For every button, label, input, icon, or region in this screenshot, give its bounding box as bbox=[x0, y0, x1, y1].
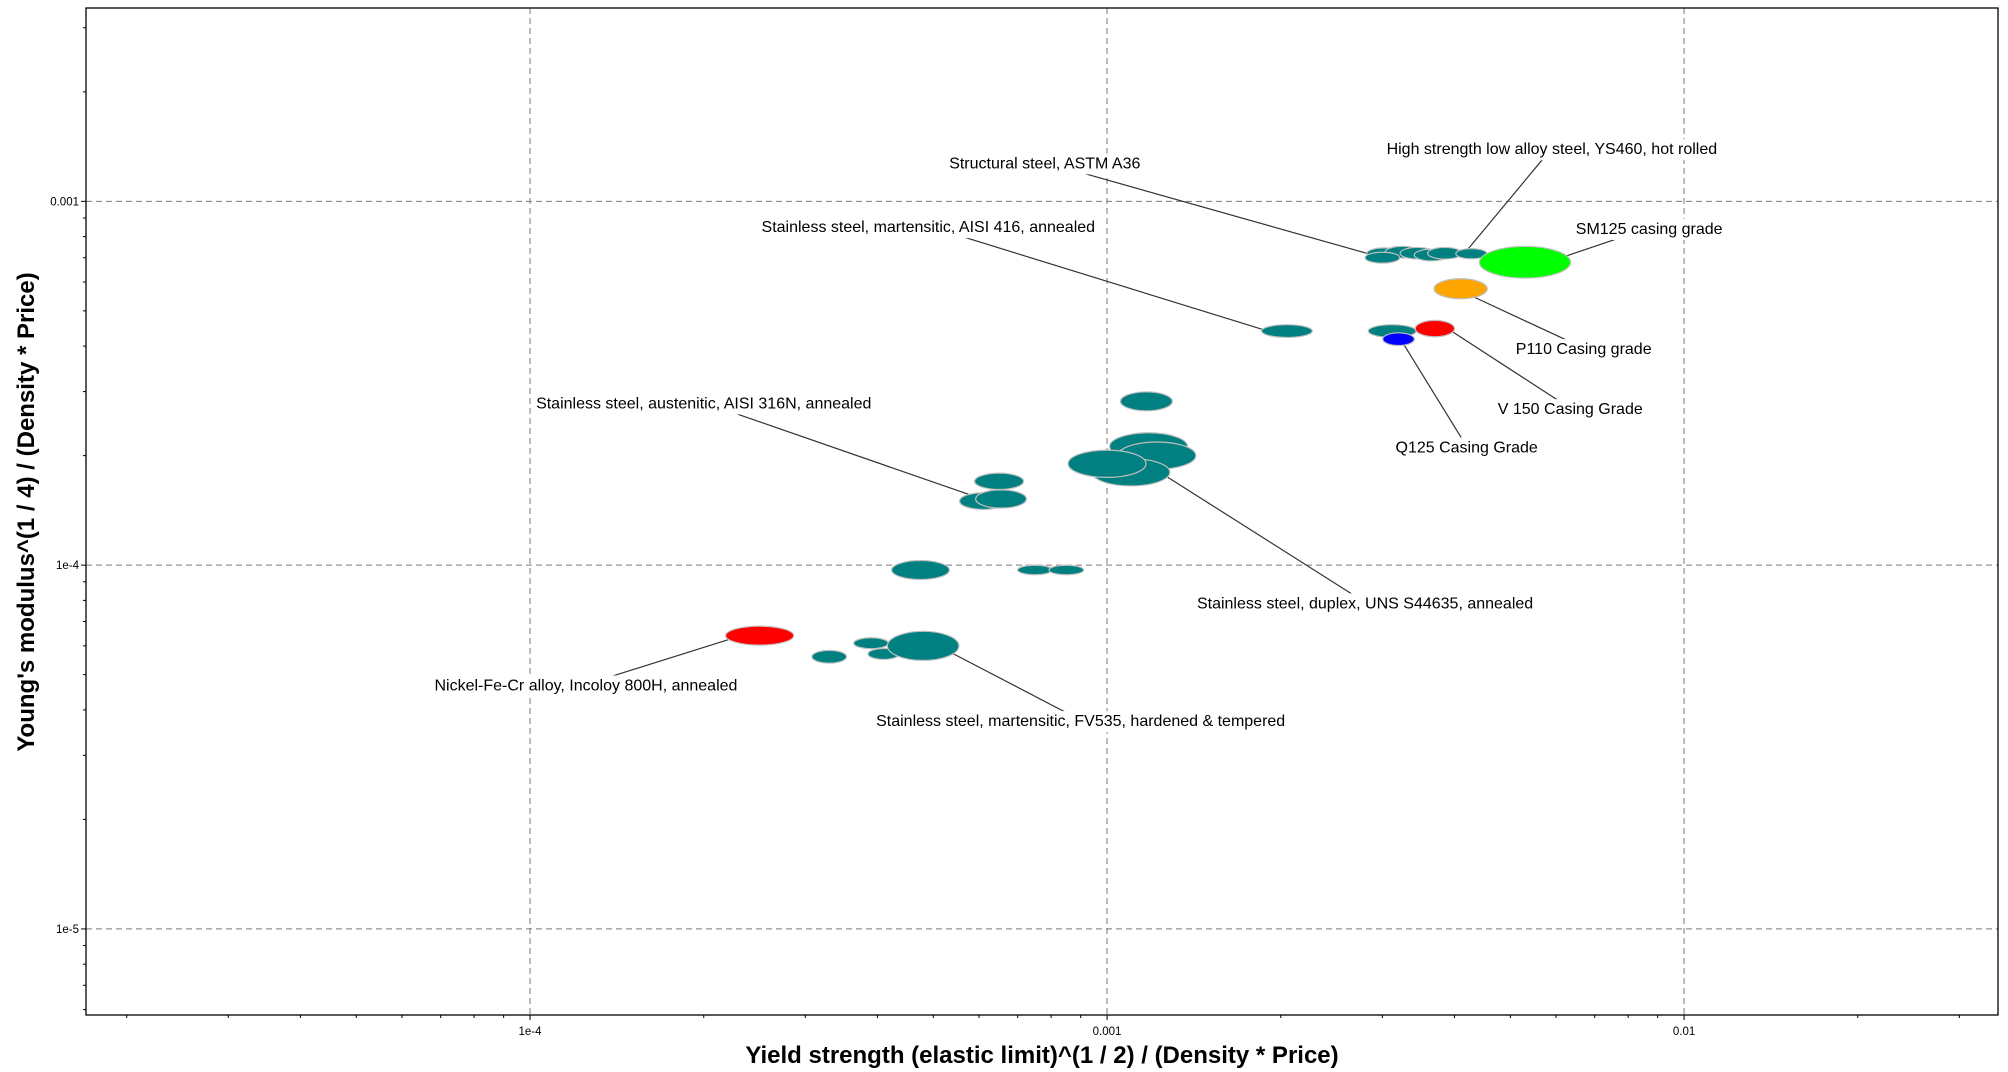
annotation-labels: Structural steel, ASTM A36 High strength … bbox=[430, 139, 1727, 733]
annotation-label: SM125 casing grade bbox=[1571, 218, 1727, 240]
annotation-label-text: Stainless steel, martensitic, FV535, har… bbox=[876, 713, 1285, 730]
material-bubble bbox=[1260, 324, 1313, 339]
annotation-label-text: Nickel-Fe-Cr alloy, Incoloy 800H, anneal… bbox=[434, 677, 737, 694]
annotation-leader-line bbox=[1465, 147, 1553, 253]
material-bubble bbox=[1017, 564, 1053, 576]
annotation-label: Stainless steel, duplex, UNS S44635, ann… bbox=[1192, 593, 1538, 615]
annotation-label-background bbox=[430, 675, 742, 697]
annotation-label-text: P110 Casing grade bbox=[1516, 341, 1652, 358]
material-bubble bbox=[975, 489, 1028, 509]
annotation-label-text: SM125 casing grade bbox=[1576, 221, 1723, 238]
annotation-label-text: Stainless steel, duplex, UNS S44635, ann… bbox=[1197, 595, 1533, 612]
material-bubble bbox=[1433, 278, 1488, 300]
annotation-label-text: Stainless steel, austenitic, AISI 316N, … bbox=[536, 395, 871, 412]
x-tick-label: 0.001 bbox=[1093, 1026, 1122, 1038]
bubbles bbox=[725, 245, 1572, 664]
material-bubble bbox=[1478, 245, 1572, 279]
material-bubble bbox=[725, 625, 795, 646]
y-axis-title: Young's modulus^(1 / 4) / (Density * Pri… bbox=[13, 272, 40, 751]
annotation-leader-line bbox=[1450, 330, 1571, 409]
annotation-label-background bbox=[1192, 593, 1538, 615]
annotation-label-background bbox=[1391, 437, 1542, 459]
annotation-label-text: Structural steel, ASTM A36 bbox=[949, 155, 1140, 172]
material-bubble bbox=[886, 630, 960, 662]
plot-frame bbox=[85, 7, 1999, 1016]
annotation-label: High strength low alloy steel, YS460, ho… bbox=[1382, 139, 1722, 161]
annotation-label: Q125 Casing Grade bbox=[1391, 437, 1542, 459]
annotation-label: V 150 Casing Grade bbox=[1493, 399, 1647, 421]
annotation-label-background bbox=[945, 153, 1145, 175]
material-bubble bbox=[891, 559, 950, 581]
x-tick-label: 0.01 bbox=[1673, 1026, 1695, 1038]
material-bubble bbox=[853, 637, 890, 650]
annotation-label-background bbox=[1382, 139, 1722, 161]
annotation-label-text: Stainless steel, martensitic, AISI 416, … bbox=[762, 219, 1096, 236]
annotation-label: Stainless steel, austenitic, AISI 316N, … bbox=[532, 393, 876, 415]
material-bubble bbox=[1067, 449, 1147, 478]
annotation-label-text: Q125 Casing Grade bbox=[1396, 439, 1538, 456]
annotation-label-background bbox=[1493, 399, 1647, 421]
annotation-leaders bbox=[585, 147, 1650, 721]
annotation-leader-line bbox=[1044, 161, 1383, 259]
y-tick-label: 1e-5 bbox=[56, 924, 79, 936]
annotation-leader-line bbox=[1166, 476, 1366, 603]
y-tick-label: 1e-4 bbox=[56, 560, 80, 572]
axis-ticks: 1e-4 0.001 0.01 1e-5 1e-4 0.001 bbox=[50, 27, 1960, 1038]
material-bubble bbox=[1364, 251, 1401, 264]
annotation-label: Stainless steel, martensitic, FV535, har… bbox=[872, 711, 1290, 733]
annotation-leader-line bbox=[1401, 341, 1468, 447]
material-bubble bbox=[1119, 391, 1173, 412]
material-bubble bbox=[1414, 319, 1456, 338]
annotation-label-background bbox=[1571, 218, 1727, 240]
annotation-label-background bbox=[1511, 339, 1656, 361]
annotation-label-background bbox=[757, 217, 1100, 239]
annotation-label: Stainless steel, martensitic, AISI 416, … bbox=[757, 217, 1100, 239]
material-bubble bbox=[1382, 332, 1415, 347]
annotation-label-background bbox=[872, 711, 1290, 733]
annotation-label-background bbox=[532, 393, 876, 415]
material-bubble bbox=[1048, 564, 1085, 576]
annotation-label: Structural steel, ASTM A36 bbox=[945, 153, 1145, 175]
annotation-label: Nickel-Fe-Cr alloy, Incoloy 800H, anneal… bbox=[430, 675, 742, 697]
annotation-leader-line bbox=[928, 225, 1269, 332]
annotation-label: P110 Casing grade bbox=[1511, 339, 1656, 361]
annotation-leader-line bbox=[703, 401, 980, 499]
y-tick-label: 0.001 bbox=[50, 196, 79, 208]
annotation-label-text: V 150 Casing Grade bbox=[1498, 401, 1643, 418]
x-tick-label: 1e-4 bbox=[519, 1026, 543, 1038]
material-bubble bbox=[973, 472, 1025, 491]
x-axis-title: Yield strength (elastic limit)^(1 / 2) /… bbox=[745, 1042, 1338, 1069]
annotation-label-text: High strength low alloy steel, YS460, ho… bbox=[1387, 141, 1718, 158]
annotation-leader-line bbox=[942, 647, 1081, 721]
material-bubble bbox=[811, 649, 848, 664]
